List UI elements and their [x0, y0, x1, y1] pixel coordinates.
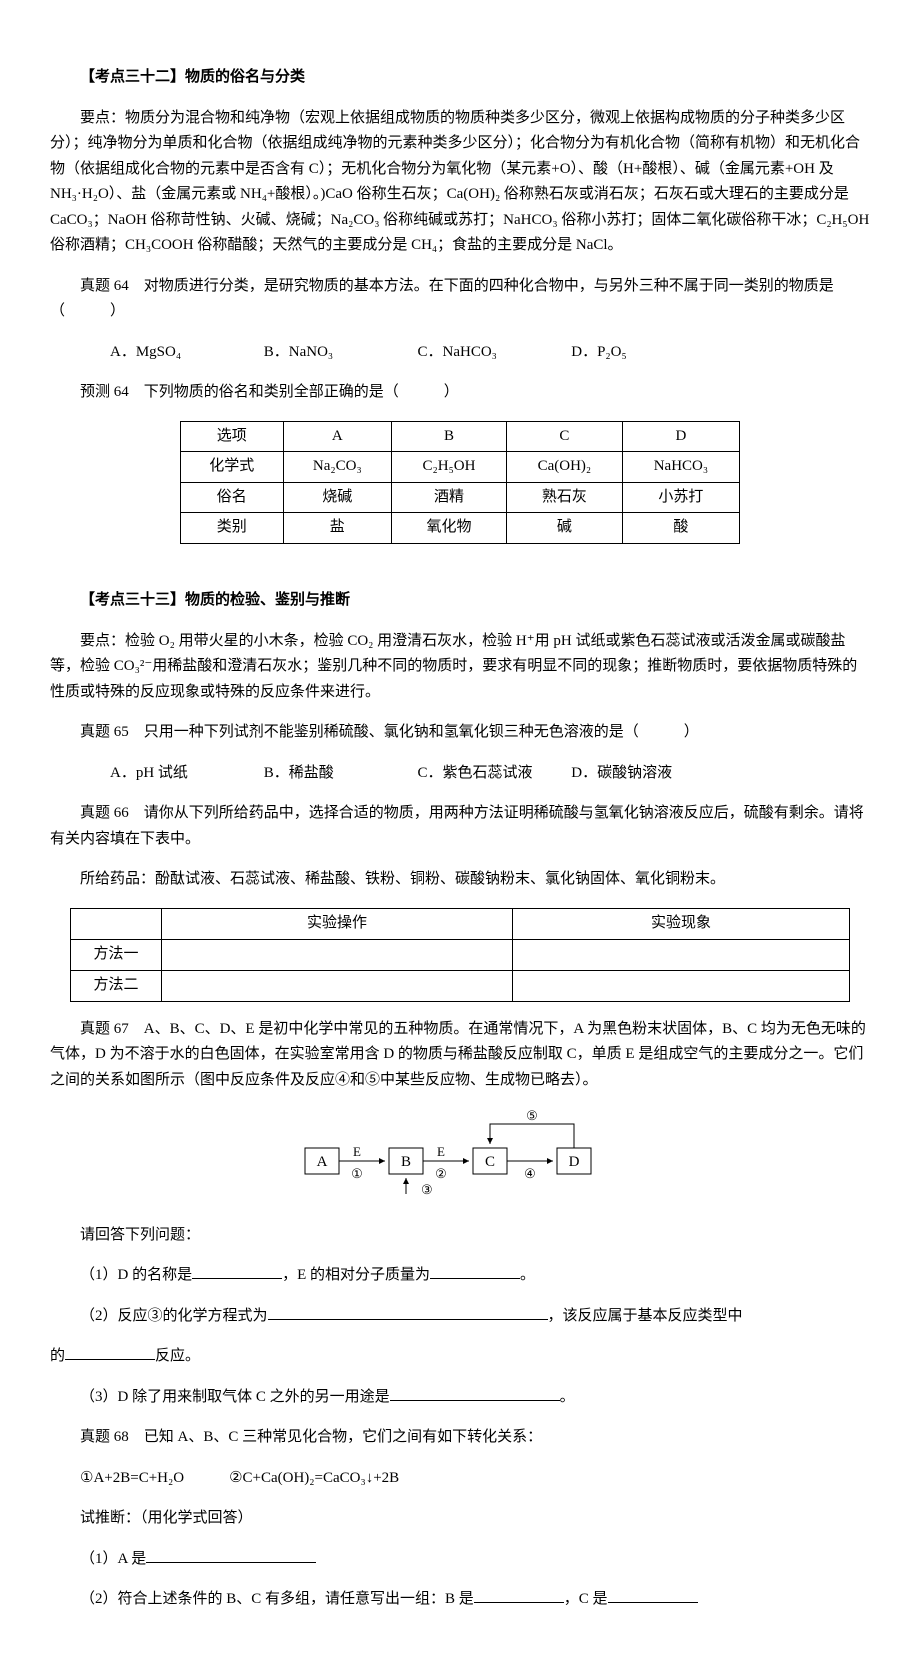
text: 的: [50, 1348, 65, 1364]
section-33-keypoint: 要点：检验 O₂ 用带火星的小木条，检验 CO₂ 用澄清石灰水，检验 H⁺用 p…: [50, 629, 870, 706]
table-cell: 小苏打: [622, 482, 739, 513]
q68-d: （1）A 是: [50, 1547, 870, 1573]
section-32-keypoint: 要点：物质分为混合物和纯净物（宏观上依据组成物质的物质种类多少区分，微观上依据构…: [50, 106, 870, 259]
q64-opt-a: A．MgSO₄: [80, 340, 230, 366]
table-row-head: 类别: [181, 513, 284, 544]
table-head: 实验操作: [162, 908, 513, 939]
table-cell: 盐: [283, 513, 391, 544]
q68-b: ①A+2B=C+H₂O ②C+Ca(OH)₂=CaCO₃↓+2B: [50, 1466, 870, 1492]
table-head: [71, 908, 162, 939]
table-head: 实验现象: [513, 908, 850, 939]
q66-table: 实验操作 实验现象 方法一 方法二: [70, 908, 850, 1002]
svg-text:③: ③: [421, 1182, 433, 1197]
q64-options: A．MgSO₄ B．NaNO₃ C．NaHCO₃ D．P₂O₅: [50, 340, 870, 366]
q65-opt-b: B．稀盐酸: [234, 761, 384, 787]
svg-text:C: C: [485, 1154, 495, 1170]
table-row-head: 方法二: [71, 970, 162, 1001]
svg-text:B: B: [401, 1154, 411, 1170]
table-row-head: 俗名: [181, 482, 284, 513]
section-33-title: 【考点三十三】物质的检验、鉴别与推断: [50, 588, 870, 614]
text: ，E 的相对分子质量为: [282, 1267, 430, 1283]
table-row-head: 方法一: [71, 939, 162, 970]
table-cell: 酸: [622, 513, 739, 544]
svg-text:D: D: [569, 1154, 580, 1170]
q68-a: 真题 68 已知 A、B、C 三种常见化合物，它们之间有如下转化关系：: [50, 1425, 870, 1451]
text: 。: [520, 1267, 535, 1283]
svg-text:E: E: [437, 1144, 445, 1159]
table-cell: D: [622, 421, 739, 452]
q64-opt-c: C．NaHCO₃: [388, 340, 538, 366]
blank-input[interactable]: [474, 1587, 564, 1603]
q65-options: A．pH 试纸 B．稀盐酸 C．紫色石蕊试液 D．碳酸钠溶液: [50, 761, 870, 787]
table-cell: Ca(OH)₂: [506, 452, 622, 483]
q67-sub1: （1）D 的名称是 ，E 的相对分子质量为 。: [50, 1263, 870, 1289]
table-cell: 碱: [506, 513, 622, 544]
table-cell: [162, 939, 513, 970]
table-cell: B: [392, 421, 507, 452]
svg-text:⑤: ⑤: [526, 1108, 538, 1123]
q65-opt-d: D．碳酸钠溶液: [541, 761, 691, 787]
text: 反应。: [155, 1348, 200, 1364]
q64-opt-d: D．P₂O₅: [541, 340, 691, 366]
table-cell: 烧碱: [283, 482, 391, 513]
blank-input[interactable]: [608, 1587, 698, 1603]
svg-text:①: ①: [351, 1166, 363, 1181]
q68-e: （2）符合上述条件的 B、C 有多组，请任意写出一组：B 是 ，C 是: [50, 1587, 870, 1613]
table-cell: [162, 970, 513, 1001]
q65-text: 真题 65 只用一种下列试剂不能鉴别稀硫酸、氯化钠和氢氧化钡三种无色溶液的是（ …: [50, 720, 870, 746]
pred64-table: 选项 A B C D 化学式 Na₂CO₃ C₂H₅OH Ca(OH)₂ NaH…: [180, 421, 740, 544]
pred64-text: 预测 64 下列物质的俗名和类别全部正确的是（ ）: [50, 380, 870, 406]
table-cell: 氧化物: [392, 513, 507, 544]
table-cell: 酒精: [392, 482, 507, 513]
q67-text: 真题 67 A、B、C、D、E 是初中化学中常见的五种物质。在通常情况下，A 为…: [50, 1017, 870, 1094]
blank-input[interactable]: [430, 1263, 520, 1279]
table-row-head: 化学式: [181, 452, 284, 483]
q65-opt-a: A．pH 试纸: [80, 761, 230, 787]
blank-input[interactable]: [390, 1385, 560, 1401]
table-cell: NaHCO₃: [622, 452, 739, 483]
text: （1）D 的名称是: [80, 1267, 192, 1283]
svg-text:A: A: [317, 1154, 328, 1170]
text: （2）符合上述条件的 B、C 有多组，请任意写出一组：B 是: [80, 1591, 474, 1607]
q66-text-a: 真题 66 请你从下列所给药品中，选择合适的物质，用两种方法证明稀硫酸与氢氧化钠…: [50, 801, 870, 852]
text: （3）D 除了用来制取气体 C 之外的另一用途是: [80, 1389, 390, 1405]
q67-diagram: A B C D E ① E ② ③ ④ ⑤: [50, 1108, 870, 1208]
text: ，C 是: [564, 1591, 608, 1607]
text: ，该反应属于基本反应类型中: [548, 1308, 743, 1324]
blank-input[interactable]: [268, 1304, 548, 1320]
text: （1）A 是: [80, 1551, 146, 1567]
svg-text:②: ②: [435, 1166, 447, 1181]
blank-input[interactable]: [192, 1263, 282, 1279]
text: 。: [560, 1389, 575, 1405]
table-cell: 熟石灰: [506, 482, 622, 513]
table-row-head: 选项: [181, 421, 284, 452]
q66-text-b: 所给药品：酚酞试液、石蕊试液、稀盐酸、铁粉、铜粉、碳酸钠粉末、氯化钠固体、氧化铜…: [50, 867, 870, 893]
text: （2）反应③的化学方程式为: [80, 1308, 268, 1324]
q67-sub0: 请回答下列问题：: [50, 1223, 870, 1249]
q67-sub2-cont: 的 反应。: [50, 1344, 870, 1370]
q65-opt-c: C．紫色石蕊试液: [388, 761, 538, 787]
q68-c: 试推断：（用化学式回答）: [50, 1506, 870, 1532]
table-cell: [513, 970, 850, 1001]
table-cell: [513, 939, 850, 970]
table-cell: C₂H₅OH: [392, 452, 507, 483]
q67-sub2: （2）反应③的化学方程式为 ，该反应属于基本反应类型中: [50, 1304, 870, 1330]
svg-text:④: ④: [524, 1166, 536, 1181]
blank-input[interactable]: [146, 1547, 316, 1563]
q67-sub3: （3）D 除了用来制取气体 C 之外的另一用途是 。: [50, 1385, 870, 1411]
q64-text: 真题 64 对物质进行分类，是研究物质的基本方法。在下面的四种化合物中，与另外三…: [50, 274, 870, 325]
table-cell: A: [283, 421, 391, 452]
svg-text:E: E: [353, 1144, 361, 1159]
table-cell: Na₂CO₃: [283, 452, 391, 483]
flow-diagram-icon: A B C D E ① E ② ③ ④ ⑤: [295, 1108, 625, 1198]
blank-input[interactable]: [65, 1344, 155, 1360]
section-32-title: 【考点三十二】物质的俗名与分类: [50, 65, 870, 91]
q64-opt-b: B．NaNO₃: [234, 340, 384, 366]
table-cell: C: [506, 421, 622, 452]
